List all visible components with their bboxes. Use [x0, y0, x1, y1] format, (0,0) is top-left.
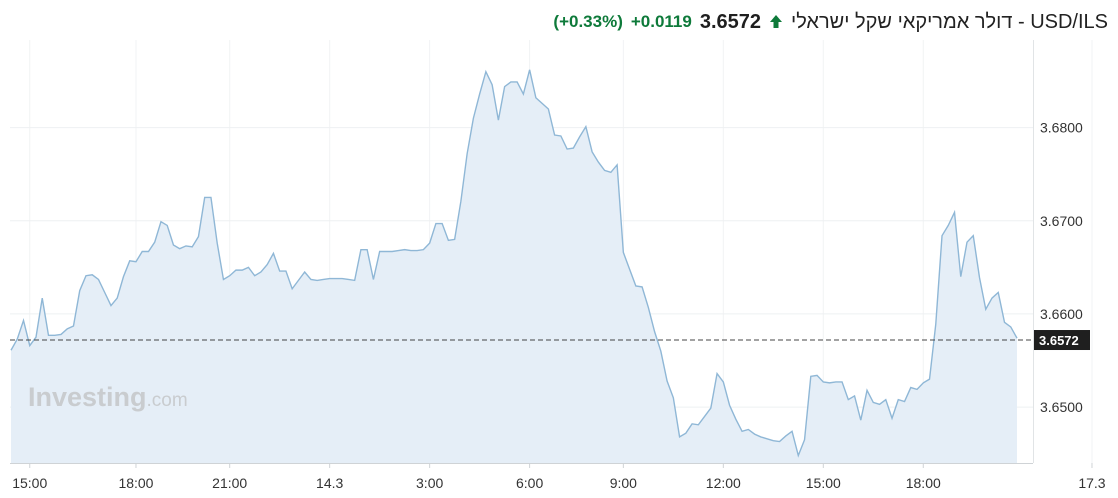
y-tick-label: 3.6700	[1040, 213, 1083, 229]
last-price: 3.6572	[699, 10, 762, 33]
price-line	[10, 69, 1018, 458]
logo-suffix: .com	[147, 390, 188, 411]
x-tick-label: 3:00	[416, 475, 443, 491]
x-tick-label: 18:00	[118, 475, 153, 491]
x-tick-label: 15:00	[12, 475, 47, 491]
y-tick-label: 3.6600	[1040, 306, 1083, 322]
current-price-label: 3.6572	[1039, 333, 1079, 348]
change-percent: (+0.33%)	[553, 12, 623, 31]
price-area-fill	[11, 69, 1017, 463]
x-tick-label: 21:00	[212, 475, 247, 491]
x-tick-label: 9:00	[610, 475, 637, 491]
x-tick-label: 12:00	[706, 475, 741, 491]
logo-brand: Investing	[28, 382, 147, 412]
investing-logo: Investing.com	[28, 382, 188, 412]
x-tick-label: 6:00	[516, 475, 543, 491]
instrument-title: USD/ILS - דולר אמריקאי שקל ישראלי	[791, 10, 1108, 33]
chart-header: (+0.33%) +0.0119 3.6572 USD/ILS - דולר א…	[553, 10, 1108, 34]
current-price-badge	[1034, 330, 1090, 351]
x-tick-label: 18:00	[906, 475, 941, 491]
change-value: +0.0119	[630, 12, 692, 31]
y-tick-label: 3.6500	[1040, 399, 1083, 415]
y-tick-label: 3.6800	[1040, 120, 1083, 136]
x-tick-label: 14.3	[316, 475, 343, 491]
x-tick-label: 17.3	[1078, 475, 1105, 491]
x-tick-label: 15:00	[806, 475, 841, 491]
arrow-up-icon	[769, 14, 783, 30]
